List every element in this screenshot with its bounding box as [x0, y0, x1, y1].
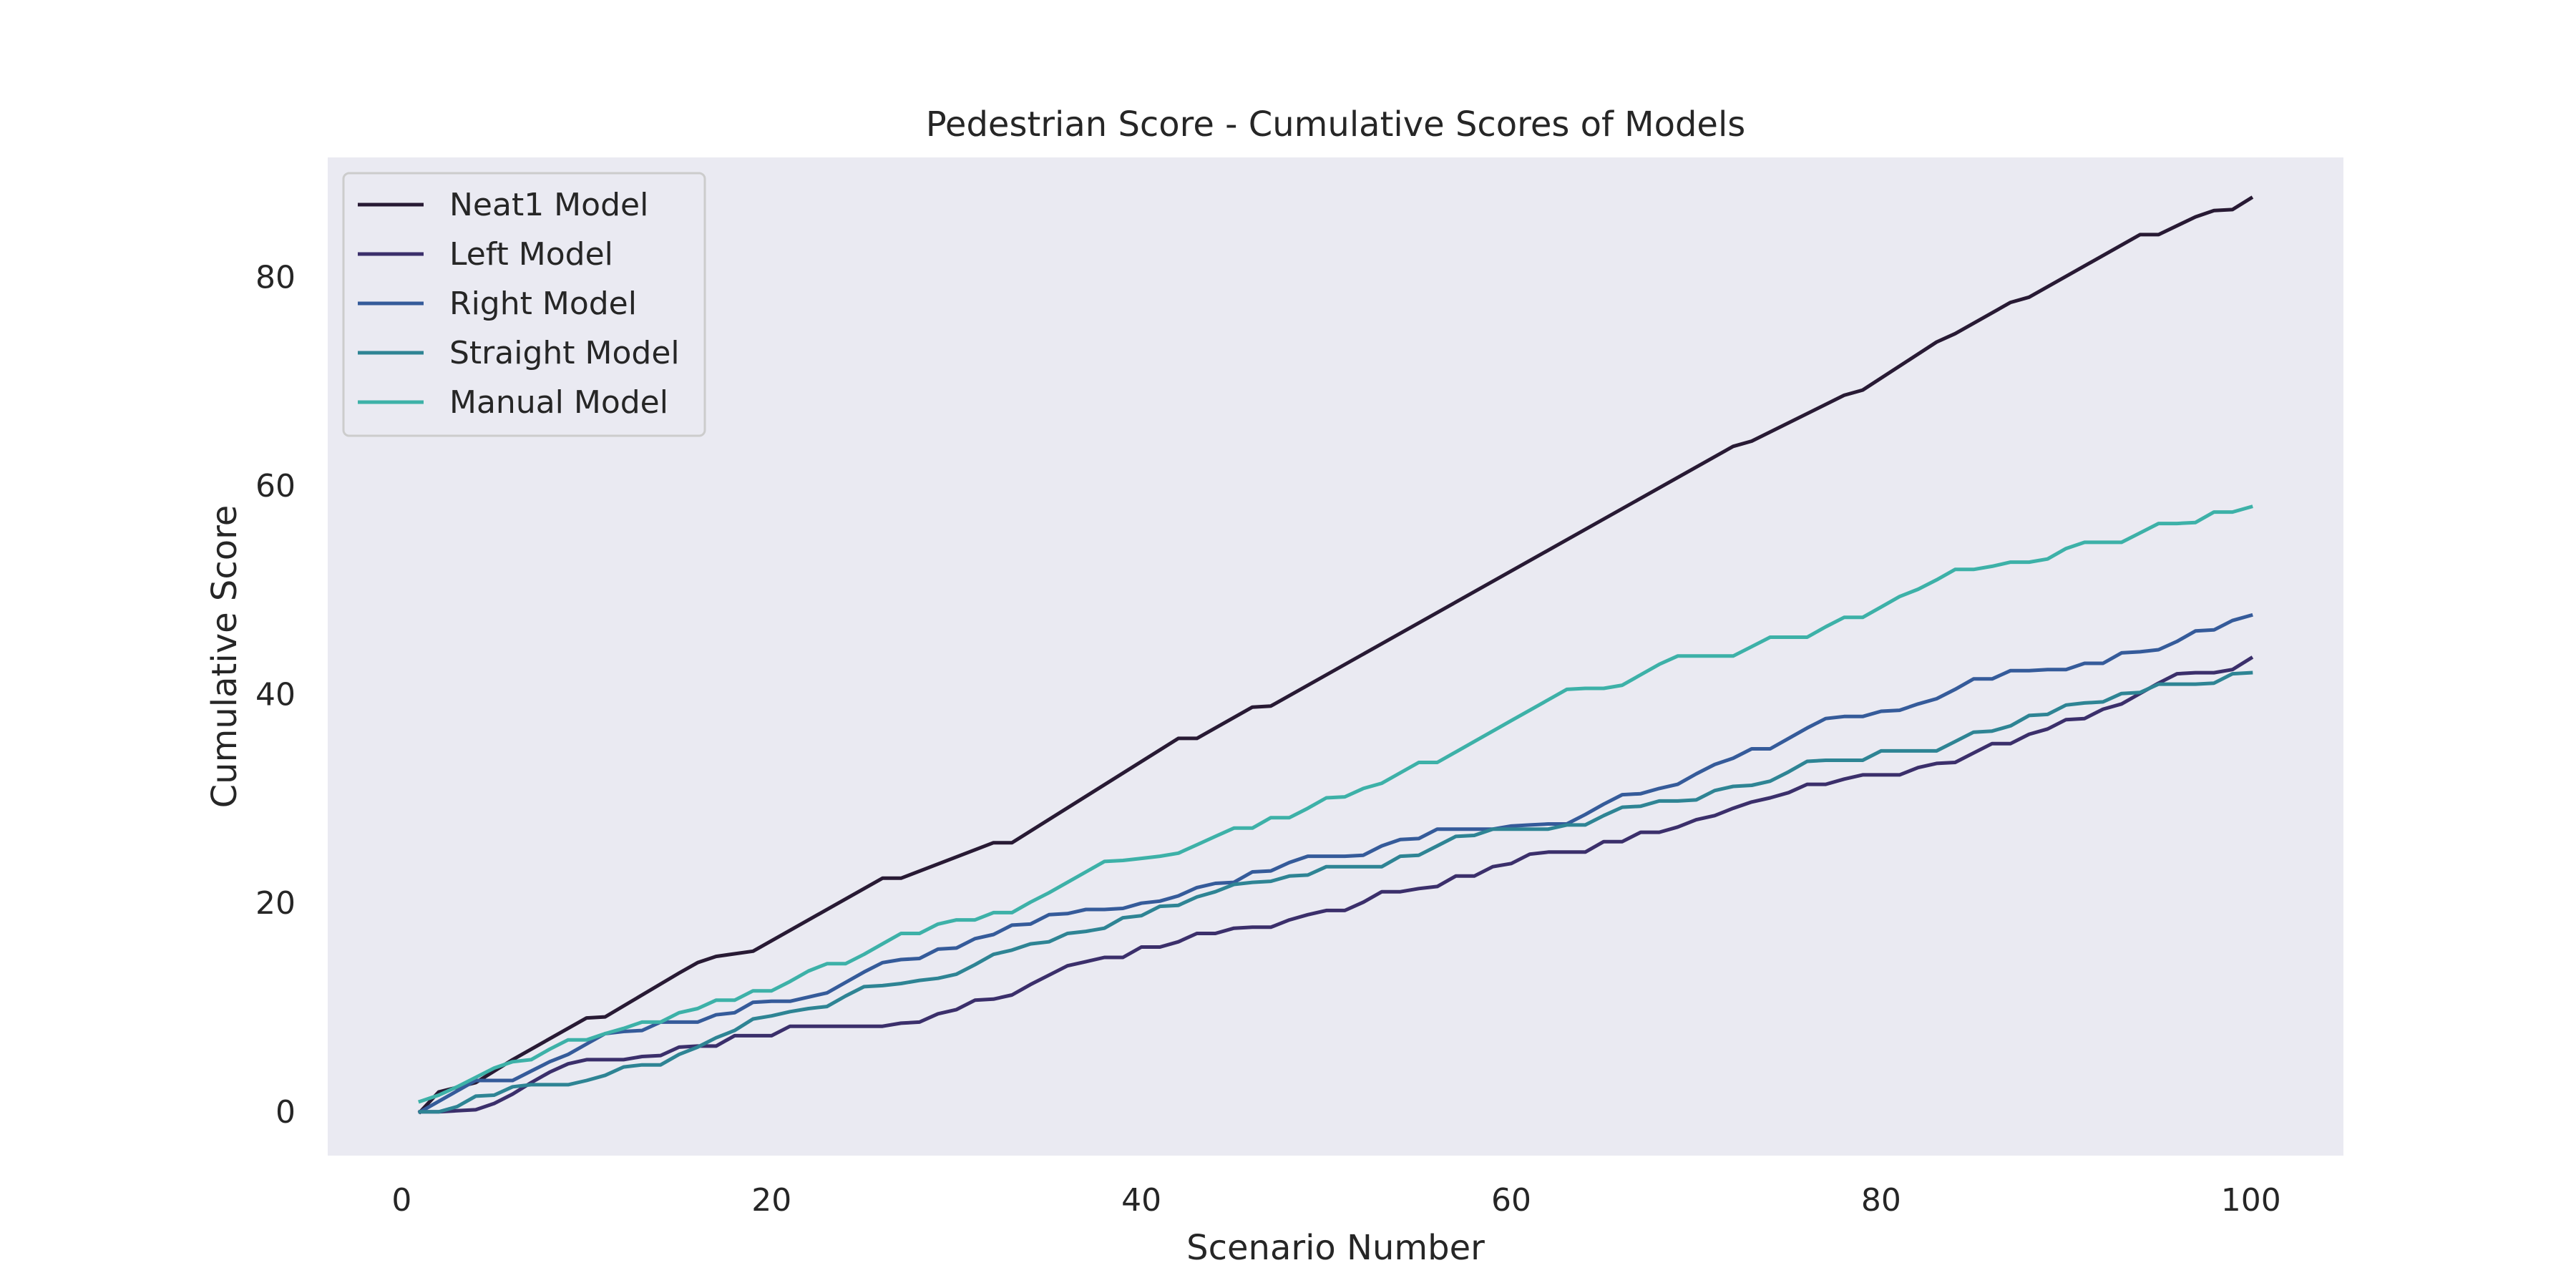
- y-tick-label: 60: [255, 468, 296, 504]
- series-line-straight-model: [418, 670, 2253, 1114]
- series-line-neat1-model: [417, 195, 2254, 1115]
- y-tick-label: 0: [275, 1094, 296, 1131]
- x-axis-ticks: 0 20 40 60 80 100: [391, 1182, 2280, 1219]
- chart-title: Pedestrian Score - Cumulative Scores of …: [926, 104, 1746, 145]
- y-tick-label: 40: [255, 677, 296, 713]
- series-line-manual-model: [418, 504, 2253, 1104]
- legend-label: Left Model: [449, 236, 613, 273]
- x-tick-label: 60: [1491, 1182, 1531, 1219]
- legend-label: Straight Model: [449, 335, 680, 371]
- legend-label: Manual Model: [449, 384, 668, 421]
- y-tick-label: 80: [255, 260, 296, 296]
- x-axis-label: Scenario Number: [1186, 1228, 1485, 1268]
- y-axis-ticks: 0 20 40 60 80: [255, 260, 296, 1131]
- legend: Neat1 Model Left Model Right Model Straight…: [342, 172, 706, 437]
- series-line-left-model: [418, 655, 2254, 1114]
- legend-label: Neat1 Model: [449, 187, 648, 223]
- legend-label: Right Model: [449, 286, 637, 322]
- x-tick-label: 100: [2221, 1182, 2281, 1219]
- y-tick-label: 20: [255, 885, 296, 922]
- y-axis-label: Cumulative Score: [205, 505, 245, 809]
- x-tick-label: 80: [1861, 1182, 1901, 1219]
- x-tick-label: 20: [751, 1182, 791, 1219]
- legend-frame: [342, 172, 706, 437]
- x-tick-label: 40: [1121, 1182, 1161, 1219]
- x-tick-label: 0: [391, 1182, 411, 1219]
- series-lines: [417, 195, 2254, 1115]
- series-line-right-model: [417, 613, 2253, 1115]
